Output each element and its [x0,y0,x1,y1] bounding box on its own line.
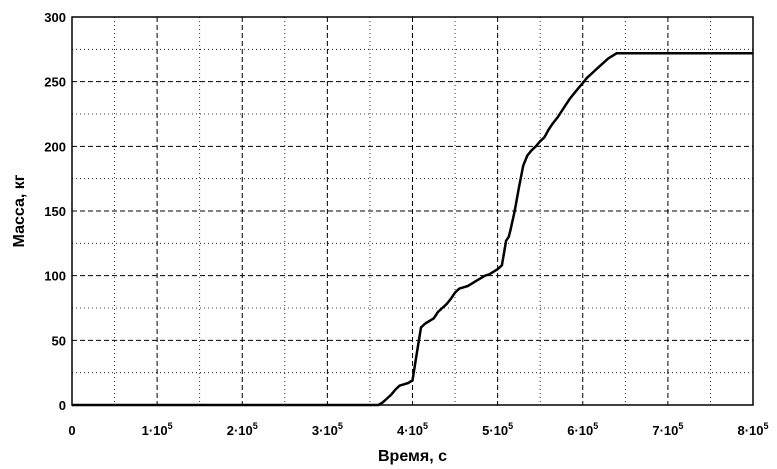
x-tick-label: 4·105 [397,421,428,438]
y-axis-ticks: 0 50 100 150 200 250 300 [44,10,66,413]
grid-lines [72,17,753,405]
x-tick-label: 6·105 [567,421,598,438]
x-axis-title: Время, с [378,448,447,465]
plot-area-frame [71,16,754,406]
x-tick-label: 1·105 [142,421,173,438]
y-tick-label: 300 [44,10,66,25]
x-tick-label: 7·105 [652,421,683,438]
x-tick-label: 2·105 [227,421,258,438]
y-tick-label: 100 [44,269,66,284]
y-tick-label: 50 [52,333,66,348]
y-tick-label: 200 [44,139,66,154]
mass-curve [72,51,753,407]
x-tick-label: 3·105 [312,421,343,438]
x-tick-label: 0 [68,423,75,438]
y-tick-label: 150 [44,204,66,219]
x-axis-ticks: 0 1·105 2·105 3·105 4·105 5·105 6·105 7·105 8·10… [68,421,768,438]
y-tick-label: 250 [44,75,66,90]
y-tick-label: 0 [59,398,66,413]
x-tick-label: 8·105 [737,421,768,438]
y-axis-title: Масса, кг [11,174,28,247]
x-tick-label: 5·105 [482,421,513,438]
